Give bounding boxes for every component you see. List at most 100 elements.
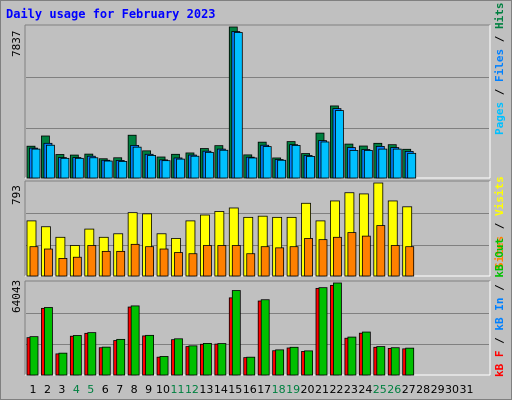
kbout-bar — [174, 338, 183, 376]
pages-bar — [31, 148, 41, 179]
pages-bar — [248, 157, 258, 179]
kbout-bar — [347, 336, 357, 376]
day-label: 14 — [214, 383, 228, 396]
pages-bar — [233, 32, 243, 179]
sites-bar — [333, 236, 342, 277]
kbout-bar — [405, 347, 415, 376]
sites-bar — [116, 250, 126, 277]
day-label: 19 — [286, 383, 300, 396]
panel-background — [25, 25, 490, 178]
sites-bar — [318, 239, 328, 277]
pages-bar — [89, 157, 99, 179]
kbout-bar — [231, 290, 241, 376]
pages-bar — [118, 161, 128, 179]
kbout-bar — [304, 350, 313, 376]
pages-bar — [306, 156, 315, 179]
day-label: 13 — [199, 383, 213, 396]
kbout-bar — [217, 343, 227, 376]
kbout-bar — [130, 305, 140, 376]
sites-bar — [202, 245, 212, 277]
day-label: 25 — [373, 383, 387, 396]
sites-bar — [231, 245, 241, 277]
kbout-bar — [29, 336, 39, 376]
day-label: 26 — [387, 383, 401, 396]
kbout-bar — [246, 356, 256, 376]
pages-bar — [147, 155, 157, 179]
sites-bar — [87, 245, 97, 277]
day-label: 28 — [416, 383, 430, 396]
pages-bar — [190, 155, 200, 179]
sites-bar — [58, 258, 68, 277]
pages-bar — [176, 158, 185, 179]
pages-bar — [74, 157, 84, 179]
kbout-bar — [318, 287, 328, 376]
sites-bar — [390, 245, 400, 277]
day-label: 17 — [257, 383, 271, 396]
kbout-bar — [289, 346, 299, 376]
pages-bar — [103, 160, 113, 179]
day-label: 3 — [58, 383, 65, 396]
sites-bar — [174, 252, 183, 277]
day-label: 7 — [116, 383, 123, 396]
sites-bar — [289, 246, 299, 277]
sites-bar — [347, 232, 357, 277]
kbout-bar — [101, 346, 111, 376]
pages-bar — [335, 110, 344, 179]
day-label: 5 — [87, 383, 94, 396]
sites-bar — [130, 243, 140, 277]
pages-bar — [378, 148, 388, 179]
day-label: 20 — [301, 383, 315, 396]
day-label: 8 — [131, 383, 138, 396]
kbout-bar — [116, 338, 126, 376]
sites-bar — [405, 246, 415, 277]
day-label: 2 — [44, 383, 51, 396]
pages-bar — [161, 160, 171, 179]
kbout-bar — [260, 299, 270, 376]
page-title: Daily usage for February 2023 — [6, 7, 216, 21]
day-label: 15 — [228, 383, 242, 396]
sites-bar — [361, 235, 371, 277]
kbout-bar — [87, 332, 97, 376]
kbout-bar — [376, 346, 386, 376]
kbout-bar — [333, 282, 342, 376]
day-label: 12 — [185, 383, 199, 396]
kbout-bar — [58, 352, 68, 376]
pages-bar — [219, 149, 229, 179]
kbout-bar — [145, 334, 155, 376]
sites-bar — [304, 238, 313, 277]
pages-bar — [204, 151, 214, 179]
pages-bar — [46, 144, 55, 179]
sites-bar — [72, 256, 82, 277]
pages-bar — [320, 141, 330, 179]
pages-bar — [349, 150, 359, 179]
sites-bar — [260, 246, 270, 277]
pages-bar — [60, 157, 70, 179]
sites-bar — [275, 247, 285, 277]
sites-bar — [44, 248, 53, 277]
pages-bar — [392, 148, 402, 179]
kbout-bar — [361, 331, 371, 376]
day-label: 22 — [329, 383, 343, 396]
day-label: 23 — [344, 383, 358, 396]
pages-bar — [291, 145, 301, 179]
pages-bar — [363, 150, 373, 179]
kbout-bar — [188, 345, 198, 376]
pages-bar — [407, 152, 417, 179]
kbout-bar — [159, 356, 169, 376]
day-label: 9 — [145, 383, 152, 396]
day-label: 24 — [358, 383, 372, 396]
kbout-bar — [72, 335, 82, 376]
sites-bar — [159, 248, 169, 277]
kbout-bar — [275, 349, 285, 376]
sites-bar — [145, 246, 155, 277]
pages-bar — [277, 159, 287, 179]
kbout-bar — [44, 307, 53, 376]
sites-bar — [217, 245, 227, 277]
pages-bar — [132, 146, 142, 179]
day-label: 18 — [272, 383, 286, 396]
pages-bar — [262, 146, 272, 179]
sites-bar — [188, 253, 198, 277]
day-label: 1 — [30, 383, 37, 396]
sites-bar — [101, 250, 111, 277]
day-label: 27 — [402, 383, 416, 396]
